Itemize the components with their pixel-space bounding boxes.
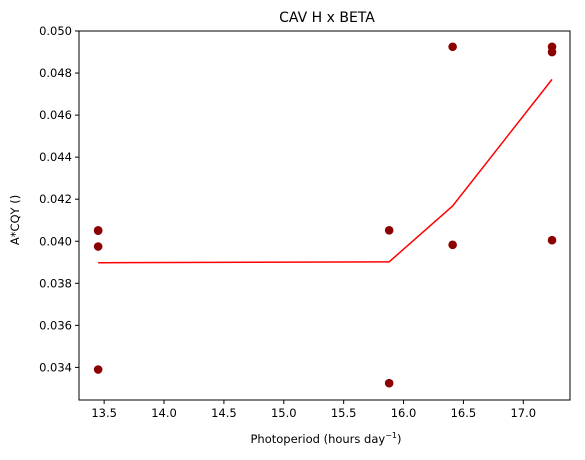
y-axis-label: A*CQY () xyxy=(8,195,22,245)
data-point-9 xyxy=(547,47,557,57)
y-tick-label-1: 0.036 xyxy=(39,318,72,332)
y-tick-label-8: 0.050 xyxy=(39,24,72,38)
data-point-5 xyxy=(384,378,394,388)
y-tick-label-2: 0.038 xyxy=(39,276,72,290)
x-tick-label-7: 17.0 xyxy=(510,406,536,420)
y-tick-label-3: 0.040 xyxy=(39,234,72,248)
axes-frame xyxy=(78,30,571,401)
x-tick-label-5: 16.0 xyxy=(391,406,417,420)
data-point-4 xyxy=(384,226,394,235)
chart-title: CAV H x BETA xyxy=(279,10,375,26)
data-point-3 xyxy=(93,365,103,374)
data-point-6 xyxy=(448,42,457,52)
x-axis-label: Photoperiod (hours day−1) xyxy=(250,431,401,446)
y-tick-label-6: 0.046 xyxy=(39,108,72,122)
y-tick-label-4: 0.042 xyxy=(39,192,72,206)
x-tick-label-1: 14.0 xyxy=(151,406,177,420)
data-point-7 xyxy=(448,240,457,250)
data-point-1 xyxy=(93,226,103,236)
x-tick-label-6: 16.5 xyxy=(451,406,477,420)
x-tick-label-4: 15.5 xyxy=(331,406,357,420)
x-tick-label-2: 14.5 xyxy=(211,406,237,420)
data-point-10 xyxy=(547,235,557,245)
y-tick-label-7: 0.048 xyxy=(39,66,72,80)
y-tick-label-5: 0.044 xyxy=(39,150,72,164)
y-tick-label-0: 0.034 xyxy=(39,360,72,374)
plot-area: 13.5 14.0 14.5 15.0 15.5 16.0 16.5 17.0 0.034 0.0… xyxy=(39,24,571,420)
x-tick-label-0: 13.5 xyxy=(91,406,117,420)
fit-line xyxy=(98,78,553,264)
x-tick-label-3: 15.0 xyxy=(271,406,297,420)
data-point-2 xyxy=(93,242,103,251)
